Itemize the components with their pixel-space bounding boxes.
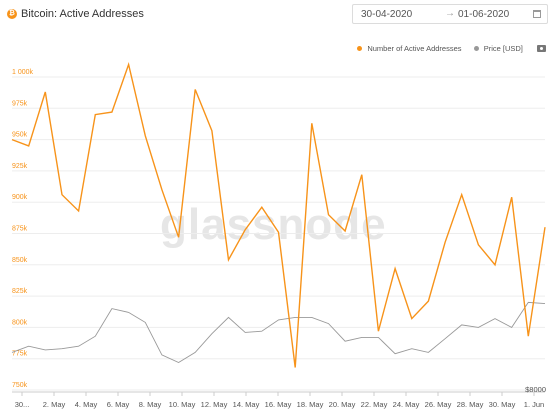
legend-label-active-addresses: Number of Active Addresses — [367, 43, 462, 53]
x-axis-tick-label: 26. May — [425, 400, 452, 409]
y-axis-tick-label: 975k — [12, 100, 28, 107]
y-axis-tick-label: 925k — [12, 163, 28, 170]
x-axis-tick-label: 28. May — [457, 400, 484, 409]
legend-dot-price — [473, 46, 479, 52]
x-axis-tick-label: 16. May — [265, 400, 292, 409]
x-axis-tick-label: 10. May — [169, 400, 196, 409]
arrow-right-icon: → — [445, 8, 455, 19]
legend-dot-active-addresses — [357, 46, 363, 52]
y-axis-tick-label: 1 000k — [12, 69, 34, 76]
x-axis-tick-label: 22. May — [361, 400, 388, 409]
y-axis-tick-label: 775k — [12, 351, 28, 358]
y-right-axis-tick-label: $8000 — [525, 385, 546, 394]
legend-item-active-addresses[interactable]: Number of Active Addresses — [357, 43, 462, 53]
date-from-input[interactable]: 30-04-2020 — [361, 9, 413, 20]
x-axis-tick-label: 4. May — [75, 400, 98, 409]
x-axis-tick-label: 12. May — [201, 400, 228, 409]
y-axis-tick-label: 850k — [12, 257, 28, 264]
chart-legend: Number of Active Addresses Price [USD] — [347, 43, 546, 55]
y-axis-tick-label: 950k — [12, 132, 28, 139]
series-line-price-usd — [11, 301, 546, 364]
x-axis-tick-label: 8. May — [139, 400, 162, 409]
chart-header: ₿ Bitcoin: Active Addresses 30-04-2020 →… — [0, 0, 554, 30]
series-line-number-of-active-addresses — [11, 62, 546, 368]
date-range-picker[interactable]: 30-04-2020 → 01-06-2020 — [352, 4, 548, 24]
x-axis-tick-label: 30... — [15, 400, 30, 409]
x-axis-tick-label: 14. May — [233, 400, 260, 409]
x-axis-tick-label: 24. May — [393, 400, 420, 409]
legend-label-price: Price [USD] — [483, 43, 523, 53]
y-axis-tick-label: 900k — [12, 194, 28, 201]
x-axis-tick-label: 6. May — [107, 400, 130, 409]
x-axis-tick-label: 20. May — [329, 400, 356, 409]
y-axis-tick-label: 750k — [12, 382, 28, 389]
camera-icon[interactable] — [537, 44, 546, 52]
x-axis-tick-label: 2. May — [43, 400, 66, 409]
y-axis-tick-label: 825k — [12, 288, 28, 295]
y-axis-tick-label: 875k — [12, 226, 28, 233]
chart-title: Bitcoin: Active Addresses — [21, 8, 144, 20]
y-axis-tick-label: 800k — [12, 319, 28, 326]
x-axis-tick-label: 1. Jun — [524, 400, 544, 409]
date-to-input[interactable]: 01-06-2020 — [458, 9, 510, 20]
x-axis-tick-label: 30. May — [489, 400, 516, 409]
x-axis-tick-label: 18. May — [297, 400, 324, 409]
calendar-icon[interactable] — [533, 10, 541, 18]
legend-item-price[interactable]: Price [USD] — [473, 43, 523, 53]
bitcoin-icon: ₿ — [7, 9, 17, 19]
